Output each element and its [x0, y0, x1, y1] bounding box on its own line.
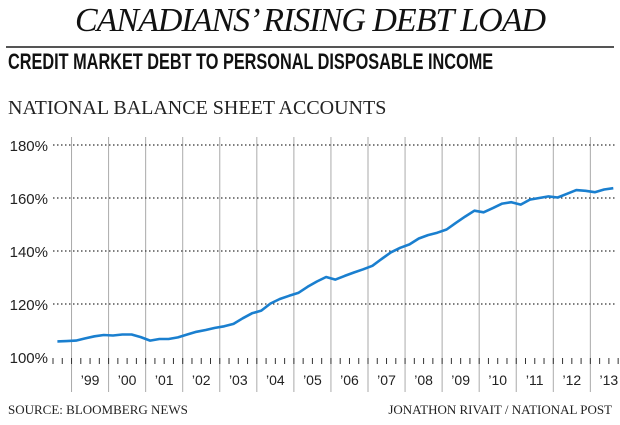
x-tick-label: ’13 [600, 372, 619, 388]
x-tick-label: ’06 [340, 372, 359, 388]
source-note: SOURCE: BLOOMBERG NEWS [8, 402, 188, 417]
chart-headline: CANADIANS’ RISING DEBT LOAD [74, 2, 546, 39]
y-tick-label: 180% [10, 138, 48, 155]
x-tick-label: ’08 [414, 372, 433, 388]
chart-subtitle: CREDIT MARKET DEBT TO PERSONAL DISPOSABL… [8, 49, 494, 74]
chart-caption: NATIONAL BALANCE SHEET ACCOUNTS [8, 97, 387, 119]
x-tick-label: ’05 [303, 372, 322, 388]
x-tick-label: ’09 [451, 372, 470, 388]
x-tick-label: ’02 [192, 372, 211, 388]
x-tick-label: ’00 [118, 372, 137, 388]
y-tick-label: 140% [10, 244, 48, 261]
y-tick-label: 100% [10, 350, 48, 367]
credit-note: JONATHON RIVAIT / NATIONAL POST [388, 402, 612, 417]
headline-divider [6, 46, 614, 48]
y-tick-label: 120% [10, 297, 48, 314]
y-tick-label: 160% [10, 191, 48, 208]
series-line [57, 186, 614, 343]
x-tick-label: ’04 [266, 372, 285, 388]
x-tick-label: ’03 [229, 372, 248, 388]
x-tick-label: ’12 [562, 372, 581, 388]
x-tick-label: ’99 [81, 372, 100, 388]
x-tick-label: ’10 [488, 372, 507, 388]
x-tick-label: ’07 [377, 372, 396, 388]
x-tick-label: ’11 [526, 372, 544, 388]
x-tick-label: ’01 [155, 372, 174, 388]
